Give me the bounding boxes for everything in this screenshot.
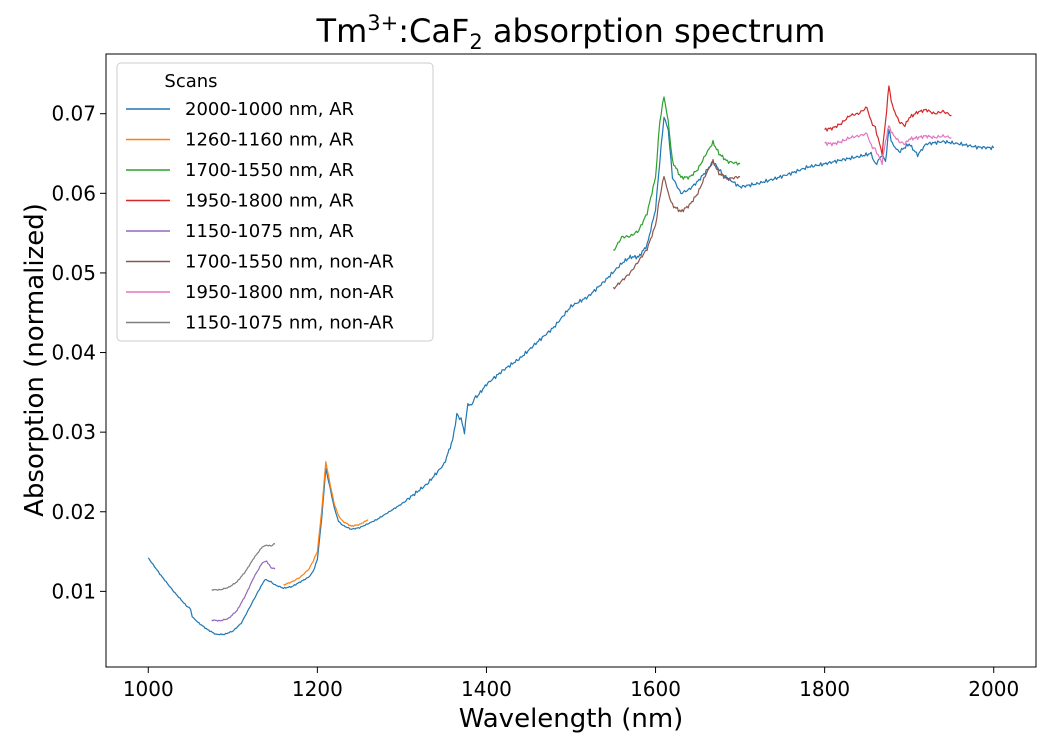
series-line-1 bbox=[147, 116, 995, 636]
x-tick-label: 1800 bbox=[799, 677, 850, 701]
series-line-7 bbox=[824, 125, 952, 166]
axes-frame bbox=[105, 53, 1037, 668]
x-tick-label: 1200 bbox=[292, 677, 343, 701]
legend-box bbox=[116, 62, 434, 342]
series-line-3 bbox=[613, 96, 741, 251]
series-line-8 bbox=[211, 543, 276, 591]
series-line-5 bbox=[211, 560, 276, 622]
x-tick-label: 2000 bbox=[968, 677, 1019, 701]
x-tick-label: 1600 bbox=[630, 677, 681, 701]
legend-label-6: 1700-1550 nm, non-AR bbox=[185, 252, 394, 273]
y-tick-label: 0.03 bbox=[51, 420, 96, 444]
legend-label-1: 2000-1000 nm, AR bbox=[185, 99, 354, 120]
axes: 1000 1200 1400 1600 1800 2000 0.01 0.02 0.03 0.04… bbox=[51, 53, 1037, 701]
legend: Scans 2000-1000 nm, AR 1260-1160 nm, AR 170… bbox=[116, 62, 434, 342]
y-tick-label: 0.04 bbox=[51, 341, 96, 365]
x-axis-label: Wavelength (nm) bbox=[459, 704, 684, 734]
y-axis-label: Absorption (normalized) bbox=[20, 203, 50, 517]
y-tick-label: 0.05 bbox=[51, 261, 96, 285]
series-line-6 bbox=[612, 158, 741, 290]
legend-label-4: 1950-1800 nm, AR bbox=[185, 191, 354, 212]
legend-title: Scans bbox=[164, 71, 217, 92]
chart-title: Tm3+:CaF2 absorption spectrum bbox=[316, 11, 826, 54]
y-tick-label: 0.02 bbox=[51, 500, 96, 524]
series-line-4 bbox=[824, 85, 952, 156]
legend-label-2: 1260-1160 nm, AR bbox=[185, 130, 354, 151]
x-tick-label: 1400 bbox=[461, 677, 512, 701]
y-tick-label: 0.01 bbox=[51, 579, 96, 603]
legend-label-3: 1700-1550 nm, AR bbox=[185, 160, 354, 181]
plot-area bbox=[147, 85, 995, 636]
legend-label-5: 1150-1075 nm, AR bbox=[185, 221, 354, 242]
x-tick-label: 1000 bbox=[123, 677, 174, 701]
legend-label-7: 1950-1800 nm, non-AR bbox=[185, 282, 394, 303]
y-tick-label: 0.06 bbox=[51, 181, 96, 205]
legend-label-8: 1150-1075 nm, non-AR bbox=[185, 313, 394, 334]
series-line-2 bbox=[283, 461, 369, 586]
series-lines bbox=[147, 85, 995, 636]
y-tick-label: 0.07 bbox=[51, 102, 96, 126]
